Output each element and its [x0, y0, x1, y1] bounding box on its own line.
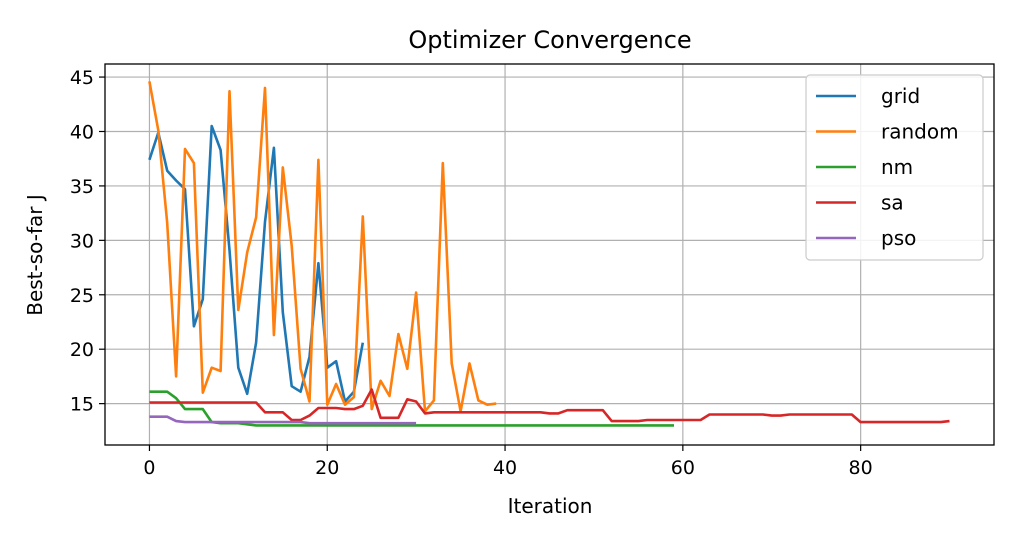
x-tick-label: 0	[143, 457, 155, 479]
y-tick-label: 35	[70, 176, 94, 198]
axis-ticks: 0 20 40 60 80 15 20 25 30 35 40 45	[70, 67, 873, 479]
x-axis-label: Iteration	[508, 494, 593, 518]
x-tick-label: 20	[315, 457, 339, 479]
y-axis-label: Best-so-far J	[23, 194, 47, 316]
y-tick-label: 25	[70, 285, 94, 307]
x-tick-label: 40	[493, 457, 517, 479]
series-line-sa	[149, 388, 950, 424]
series-line-grid	[148, 124, 365, 403]
legend-label-grid: grid	[881, 84, 920, 108]
y-tick-label: 40	[70, 121, 94, 143]
y-tick-label: 45	[70, 67, 94, 89]
legend: grid random nm sa pso	[805, 74, 984, 261]
series-lines	[148, 81, 950, 427]
legend-box	[805, 74, 984, 261]
x-tick-label: 80	[849, 457, 873, 479]
plot-frame	[104, 63, 995, 446]
y-tick-label: 20	[70, 339, 94, 361]
y-tick-label: 30	[70, 230, 94, 252]
legend-label-pso: pso	[881, 226, 916, 250]
chart-title: Optimizer Convergence	[408, 26, 691, 54]
series-line-pso	[149, 415, 417, 425]
y-tick-label: 15	[70, 394, 94, 416]
legend-label-sa: sa	[881, 191, 904, 215]
legend-label-random: random	[881, 120, 959, 144]
series-line-random	[148, 81, 497, 413]
x-tick-label: 60	[671, 457, 695, 479]
legend-label-nm: nm	[881, 155, 913, 179]
